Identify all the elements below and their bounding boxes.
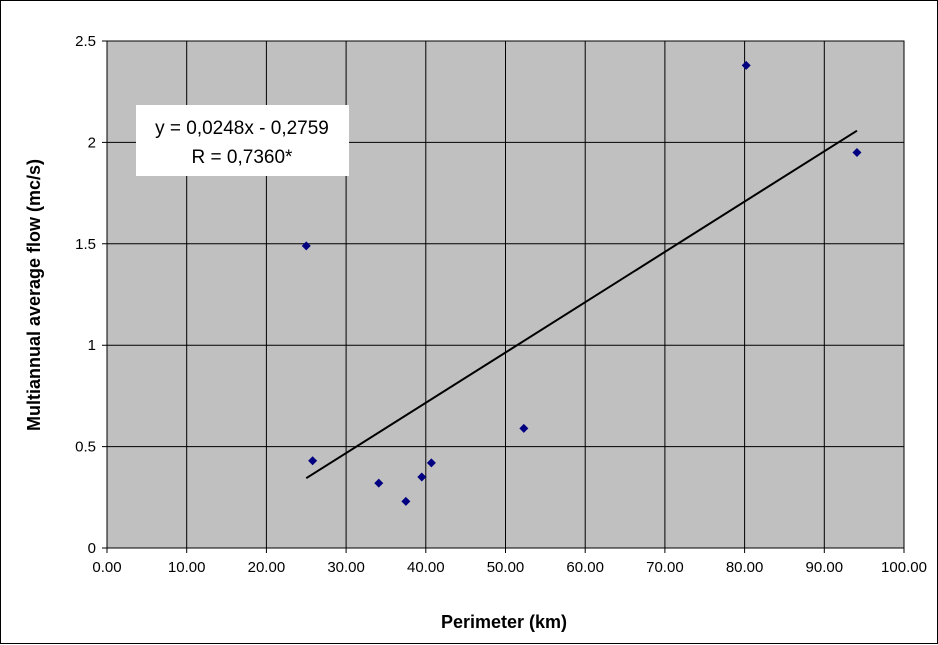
x-tick-label: 70.00 [646, 559, 684, 576]
equation-label: y = 0,0248x - 0,2759 [155, 118, 329, 139]
y-tick-label: 0 [88, 540, 96, 557]
x-tick-label: 80.00 [726, 559, 764, 576]
data-point [741, 60, 751, 70]
data-point [519, 423, 529, 433]
y-axis-tick-labels: 0 0.5 1 1.5 2 2.5 [75, 33, 96, 557]
horizontal-gridlines [102, 40, 904, 549]
x-tick-label: 10.00 [168, 559, 206, 576]
y-tick-label: 0.5 [75, 439, 96, 456]
x-tick-label: 60.00 [566, 559, 604, 576]
x-tick-label: 100.00 [881, 559, 927, 576]
y-tick-label: 2 [88, 134, 96, 151]
data-point [852, 148, 862, 158]
data-point [426, 458, 436, 468]
data-point [374, 478, 384, 488]
r-value-label: R = 0,7360* [192, 147, 293, 168]
x-axis-title: Perimeter (km) [441, 612, 567, 632]
x-tick-label: 20.00 [248, 559, 286, 576]
x-tick-label: 90.00 [806, 559, 844, 576]
trendline [305, 129, 858, 480]
data-point [301, 241, 311, 251]
y-tick-label: 2.5 [75, 33, 96, 50]
x-tick-label: 40.00 [407, 559, 445, 576]
data-point [417, 472, 427, 482]
x-tick-label: 30.00 [327, 559, 365, 576]
y-axis-title: Multiannual average flow (mc/s) [24, 159, 44, 431]
x-tick-label: 50.00 [487, 559, 525, 576]
data-point [401, 496, 411, 506]
data-point [308, 456, 318, 466]
x-tick-label: 0.00 [92, 559, 121, 576]
x-axis-tick-labels: 0.00 10.00 20.00 30.00 40.00 50.00 60.00 70.00 8… [92, 559, 927, 576]
y-tick-label: 1.5 [75, 236, 96, 253]
equation-box: y = 0,0248x - 0,2759 R = 0,7360* [136, 105, 349, 176]
data-points [301, 60, 862, 506]
y-tick-label: 1 [88, 337, 96, 354]
